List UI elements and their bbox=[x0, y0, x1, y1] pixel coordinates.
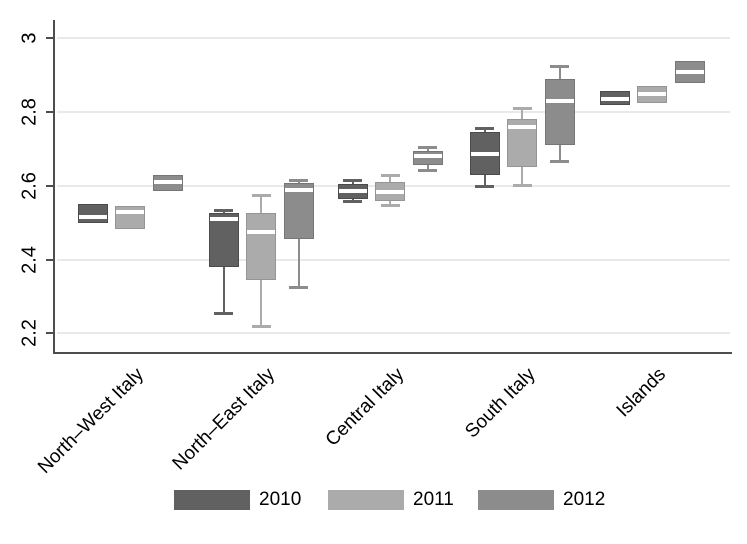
whisker-lower-stem bbox=[389, 200, 391, 205]
whisker-upper-cap bbox=[512, 107, 532, 111]
whisker-upper-stem bbox=[426, 147, 429, 152]
x-tick-label: South Italy bbox=[461, 364, 540, 443]
median-line bbox=[545, 99, 574, 104]
median-line bbox=[376, 189, 404, 194]
box-2012 bbox=[283, 183, 314, 239]
whisker-upper-stem bbox=[389, 175, 391, 182]
whisker-upper-stem bbox=[521, 108, 523, 120]
whisker-upper-stem bbox=[558, 66, 561, 79]
whisker-lower-stem bbox=[351, 199, 354, 202]
whisker-lower-cap bbox=[550, 160, 569, 164]
legend-label-2010: 2010 bbox=[259, 489, 302, 510]
median-line bbox=[78, 215, 107, 220]
box-2010 bbox=[208, 213, 239, 267]
whisker-lower-cap bbox=[418, 168, 437, 172]
y-tick-label: 2.8 bbox=[18, 98, 41, 127]
whisker-upper-stem bbox=[260, 195, 262, 213]
box-2010 bbox=[77, 204, 108, 223]
whisker-lower-stem bbox=[260, 280, 262, 326]
whisker-upper-stem bbox=[483, 128, 486, 133]
whisker-lower-stem bbox=[483, 174, 486, 186]
median-line bbox=[470, 152, 499, 157]
whisker-lower-cap bbox=[475, 184, 494, 188]
legend-swatch-2011 bbox=[328, 490, 404, 510]
median-line bbox=[600, 97, 629, 102]
legend-swatch-2010 bbox=[174, 490, 250, 510]
median-line bbox=[116, 209, 144, 214]
legend-label-2012: 2012 bbox=[563, 489, 606, 510]
legend-swatch-2012 bbox=[478, 490, 554, 510]
box-2012 bbox=[544, 78, 575, 145]
y-tick-mark bbox=[46, 37, 55, 40]
whisker-lower-stem bbox=[297, 238, 300, 287]
median-line bbox=[508, 124, 536, 129]
y-gridline bbox=[57, 37, 730, 40]
whisker-upper-cap bbox=[289, 178, 308, 182]
y-tick-mark bbox=[46, 332, 55, 335]
median-line bbox=[247, 229, 275, 234]
legend-label-2011: 2011 bbox=[413, 489, 454, 510]
legend-item-2010: 2010 bbox=[174, 489, 301, 511]
whisker-lower-stem bbox=[558, 144, 561, 162]
whisker-lower-stem bbox=[521, 166, 523, 186]
y-axis-line bbox=[53, 20, 55, 354]
whisker-upper-cap bbox=[475, 127, 494, 131]
y-tick-mark bbox=[46, 184, 55, 187]
x-tick-label: Islands bbox=[612, 364, 670, 422]
y-tick-label: 3 bbox=[18, 32, 41, 44]
y-tick-label: 2.2 bbox=[18, 319, 41, 348]
median-line bbox=[413, 153, 442, 158]
legend: 2010 2011 2012 bbox=[0, 489, 747, 513]
whisker-lower-cap bbox=[343, 200, 362, 204]
median-line bbox=[638, 92, 666, 97]
whisker-lower-cap bbox=[512, 184, 532, 188]
y-gridline bbox=[57, 258, 730, 261]
box-2011 bbox=[246, 212, 276, 281]
y-tick-mark bbox=[46, 258, 55, 261]
median-line bbox=[209, 216, 238, 221]
x-tick-label: North–West Italy bbox=[33, 364, 148, 478]
whisker-lower-stem bbox=[426, 165, 429, 170]
y-tick-label: 2.4 bbox=[18, 245, 41, 274]
whisker-upper-cap bbox=[550, 65, 569, 69]
y-gridline bbox=[57, 111, 730, 114]
median-line bbox=[153, 179, 182, 184]
whisker-upper-cap bbox=[343, 179, 362, 183]
whisker-lower-cap bbox=[380, 203, 400, 207]
whisker-upper-cap bbox=[418, 146, 437, 150]
median-line bbox=[284, 187, 313, 192]
legend-item-2012: 2012 bbox=[478, 489, 605, 511]
median-line bbox=[675, 69, 704, 74]
legend-item-2011: 2011 bbox=[328, 489, 454, 511]
x-axis-line bbox=[53, 352, 732, 354]
median-line bbox=[338, 189, 367, 194]
y-tick-label: 2.6 bbox=[18, 171, 41, 200]
whisker-upper-cap bbox=[380, 174, 400, 178]
x-tick-label: North–East Italy bbox=[168, 364, 279, 475]
x-tick-label: Central Italy bbox=[321, 364, 408, 451]
whisker-lower-cap bbox=[289, 285, 308, 289]
y-gridline bbox=[57, 332, 730, 335]
whisker-upper-cap bbox=[214, 208, 233, 212]
whisker-lower-cap bbox=[214, 311, 233, 315]
y-tick-mark bbox=[46, 111, 55, 114]
whisker-upper-cap bbox=[251, 194, 271, 198]
whisker-lower-stem bbox=[222, 266, 225, 313]
whisker-lower-cap bbox=[251, 324, 271, 328]
